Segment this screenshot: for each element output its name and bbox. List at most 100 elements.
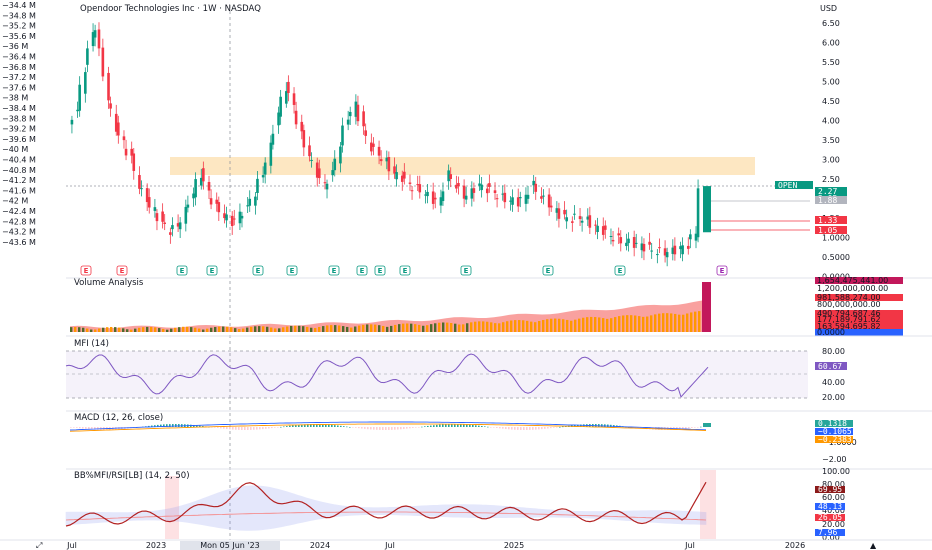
- macd-bar: [454, 424, 456, 427]
- volume-bar: [150, 326, 153, 332]
- earnings-marker[interactable]: [176, 265, 188, 276]
- macd-bar: [160, 424, 162, 427]
- volume-bar: [326, 325, 329, 332]
- volume-bar: [318, 326, 321, 332]
- macd-bar: [496, 427, 498, 428]
- macd-bar: [448, 424, 450, 427]
- earnings-marker[interactable]: [80, 265, 92, 276]
- price-tag: 1.88: [818, 196, 837, 205]
- volume-pane[interactable]: Volume Analysis: [70, 278, 711, 332]
- price-axis-label: 3.00: [822, 156, 840, 165]
- bb-axis-label: 80.00: [822, 480, 845, 489]
- volume-bar: [226, 326, 229, 332]
- earnings-marker[interactable]: [374, 265, 386, 276]
- volume-bar: [106, 327, 109, 332]
- volume-bar: [530, 321, 533, 332]
- volume-bar: [374, 324, 377, 332]
- earnings-marker[interactable]: [614, 265, 626, 276]
- macd-bar: [646, 427, 648, 430]
- zoom-out-icon[interactable]: ⤢: [35, 541, 42, 550]
- macd-bar: [388, 427, 390, 430]
- volume-bar: [450, 323, 453, 332]
- volume-bar: [598, 317, 601, 332]
- candle-body: [542, 195, 545, 197]
- candle-body: [232, 218, 236, 220]
- macd-bar: [676, 427, 678, 430]
- mfi-axis-label: 20.00: [822, 393, 845, 402]
- macd-bar: [379, 427, 381, 430]
- macd-bar: [229, 427, 231, 430]
- bb-axis-label: 60.00: [822, 493, 845, 502]
- candle-body: [372, 143, 375, 147]
- earnings-marker[interactable]: [206, 265, 218, 276]
- mfi-line: [65, 353, 709, 398]
- volume-bar: [234, 328, 237, 332]
- volume-bar: [370, 324, 373, 332]
- macd-bar: [535, 427, 537, 430]
- macd-bar: [529, 427, 531, 430]
- earnings-marker[interactable]: [460, 265, 472, 276]
- price-axis-label: 1.0000: [822, 234, 850, 243]
- candle-body: [323, 182, 327, 184]
- mfi-pane[interactable]: MFI (14): [65, 339, 808, 399]
- signal-highlight-2: [700, 470, 716, 539]
- candle-body: [640, 243, 644, 251]
- macd-bar: [517, 427, 519, 430]
- earnings-marker[interactable]: [252, 265, 264, 276]
- candle-body: [658, 247, 661, 249]
- scroll-up-icon[interactable]: ▲: [870, 541, 877, 550]
- macd-bar: [331, 424, 333, 427]
- volume-bar: [74, 327, 77, 332]
- candle-body: [524, 194, 528, 204]
- volume-bar: [202, 329, 205, 332]
- bb-pane[interactable]: BB%MFI/RSI[LB] (14, 2, 50): [65, 470, 716, 539]
- earnings-marker[interactable]: [356, 265, 368, 276]
- volume-bar: [238, 329, 241, 332]
- macd-tag-bg: [815, 420, 853, 427]
- candle-body: [534, 183, 538, 192]
- volume-bar: [174, 327, 177, 332]
- earnings-marker[interactable]: [399, 265, 411, 276]
- candle-body: [240, 215, 244, 219]
- volume-title: Volume Analysis: [74, 278, 144, 288]
- earnings-marker[interactable]: [542, 265, 554, 276]
- candle-body: [571, 221, 574, 223]
- earnings-marker[interactable]: [286, 265, 298, 276]
- candle-body: [194, 179, 197, 198]
- macd-bar: [76, 427, 78, 428]
- earnings-marker-label: E: [546, 267, 551, 275]
- candle-body: [565, 217, 568, 222]
- macd-bar: [178, 424, 180, 427]
- volume-bar: [222, 326, 225, 332]
- candle-body: [495, 198, 499, 200]
- earnings-marker[interactable]: [716, 265, 728, 276]
- macd-bar: [349, 426, 351, 428]
- candle-body: [346, 119, 350, 125]
- volume-bar: [94, 329, 97, 332]
- earnings-marker-label: E: [210, 267, 215, 275]
- candle-body: [308, 145, 311, 157]
- macd-axis: 1.0000−1.0000−2.000.1318−0.1065−0.2383: [815, 419, 857, 464]
- candle-body: [449, 174, 453, 179]
- candle-body: [395, 172, 398, 180]
- candle-body: [246, 205, 249, 207]
- macd-bar: [532, 427, 534, 430]
- macd-bar: [256, 427, 258, 430]
- macd-bar: [412, 427, 414, 428]
- macd-bar: [403, 427, 405, 429]
- earnings-marker-label: E: [720, 267, 725, 275]
- candle-body: [665, 252, 669, 258]
- candle-body: [488, 183, 491, 187]
- candle-body: [418, 184, 422, 193]
- macd-bar: [253, 427, 255, 430]
- macd-bar: [442, 424, 444, 427]
- macd-bar: [88, 427, 90, 430]
- volume-bar: [582, 317, 585, 332]
- earnings-marker[interactable]: [328, 265, 340, 276]
- main-price-pane[interactable]: E E E E E E E E E E E E E E Opendoor Technologies Inc…: [66, 4, 810, 540]
- earnings-marker[interactable]: [116, 265, 128, 276]
- candle-body: [256, 178, 259, 193]
- left-axis-label: −36.8 M: [2, 63, 36, 72]
- macd-pane[interactable]: MACD (12, 26, close): [69, 413, 711, 432]
